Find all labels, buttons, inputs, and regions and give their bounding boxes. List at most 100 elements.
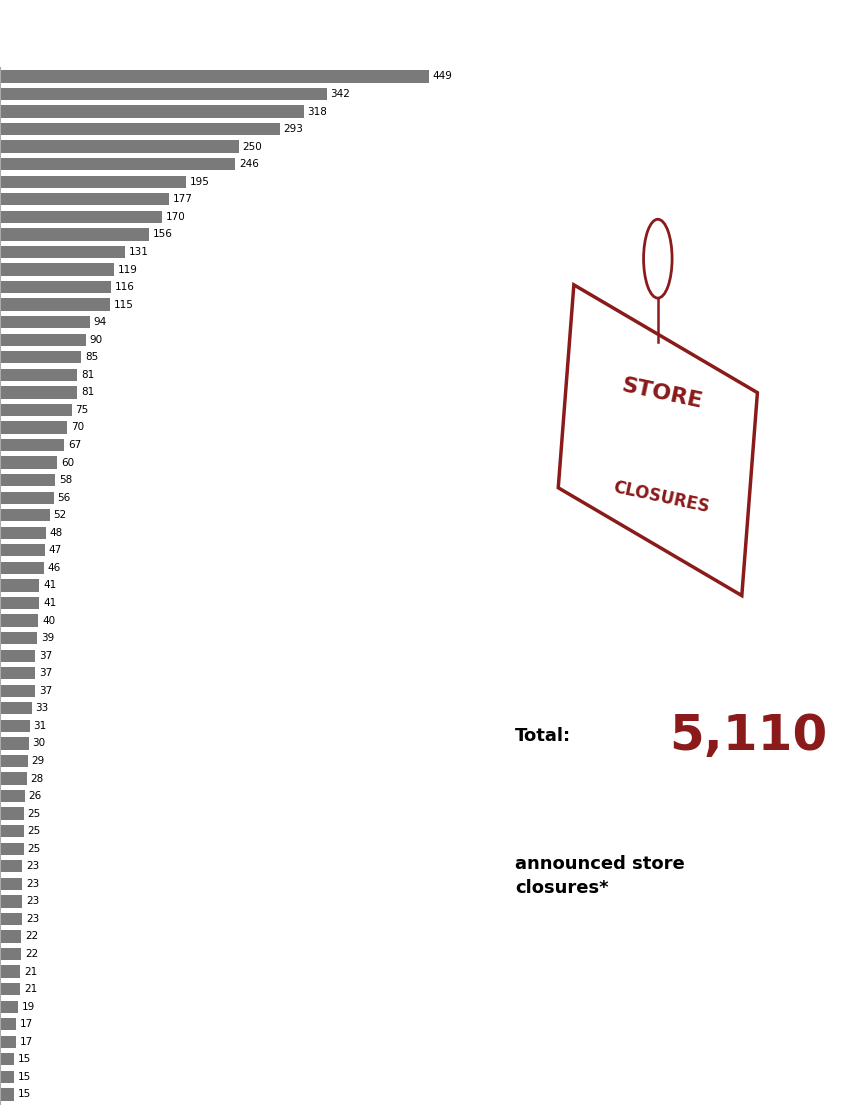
Bar: [0, 843, 24, 855]
Text: 131: 131: [129, 247, 149, 257]
Text: 37: 37: [39, 651, 52, 661]
Bar: [0, 790, 25, 802]
Bar: [0, 1071, 14, 1083]
Text: 70: 70: [71, 423, 83, 433]
Bar: [0, 544, 45, 556]
Bar: [0, 1035, 16, 1048]
Bar: [0, 439, 64, 451]
Text: 39: 39: [41, 633, 55, 643]
Text: 37: 37: [39, 686, 52, 696]
Bar: [0, 158, 235, 170]
Text: 31: 31: [33, 721, 47, 731]
Text: 15: 15: [18, 1090, 32, 1100]
Bar: [0, 474, 55, 486]
Text: announced store
closures*: announced store closures*: [515, 855, 684, 897]
Bar: [0, 422, 66, 434]
Text: 28: 28: [31, 774, 43, 784]
Text: 33: 33: [35, 703, 49, 713]
Text: 342: 342: [331, 89, 350, 99]
Text: 119: 119: [118, 265, 137, 275]
Bar: [0, 562, 44, 574]
Text: 195: 195: [190, 177, 210, 187]
Bar: [0, 860, 22, 873]
Text: STORE: STORE: [619, 375, 703, 412]
Bar: [0, 913, 22, 925]
Bar: [0, 140, 239, 152]
Text: 246: 246: [239, 159, 258, 169]
Text: CLOSURES: CLOSURES: [611, 479, 711, 516]
Text: 22: 22: [25, 949, 38, 959]
Bar: [0, 210, 162, 223]
Bar: [0, 1018, 16, 1031]
Text: 17: 17: [20, 1037, 33, 1047]
Bar: [0, 1001, 18, 1013]
Bar: [0, 1053, 14, 1065]
Bar: [0, 264, 113, 276]
Text: 58: 58: [59, 475, 72, 485]
Bar: [0, 650, 35, 662]
Bar: [0, 509, 49, 521]
Bar: [0, 684, 35, 697]
Text: 21: 21: [24, 984, 37, 994]
Bar: [0, 228, 149, 240]
Bar: [0, 351, 81, 364]
Text: 90: 90: [89, 335, 103, 345]
Text: 81: 81: [81, 387, 95, 397]
Text: 318: 318: [308, 107, 327, 117]
Text: 23: 23: [26, 914, 39, 924]
Text: 21: 21: [24, 966, 37, 976]
Text: 23: 23: [26, 879, 39, 889]
Text: 52: 52: [54, 510, 66, 520]
Bar: [0, 334, 86, 346]
Text: 46: 46: [48, 563, 61, 573]
Text: 23: 23: [26, 896, 39, 906]
Text: 75: 75: [75, 405, 89, 415]
Bar: [0, 667, 35, 679]
Bar: [0, 122, 279, 136]
Text: 48: 48: [49, 528, 63, 538]
Bar: [0, 579, 39, 592]
Text: 5,110: 5,110: [668, 712, 826, 760]
Text: 25: 25: [27, 844, 41, 854]
Bar: [0, 720, 30, 732]
Bar: [0, 895, 22, 907]
Bar: [0, 632, 37, 644]
Text: 60: 60: [61, 457, 74, 467]
FancyBboxPatch shape: [557, 285, 757, 595]
Bar: [0, 825, 24, 837]
Bar: [0, 316, 89, 328]
Text: 115: 115: [113, 299, 134, 309]
Bar: [0, 930, 21, 943]
Bar: [0, 88, 326, 100]
Text: 449: 449: [432, 71, 452, 81]
Text: 41: 41: [43, 598, 56, 608]
Bar: [0, 965, 20, 977]
Text: 30: 30: [32, 738, 45, 748]
Bar: [0, 492, 54, 504]
Bar: [0, 298, 110, 311]
Text: 17: 17: [20, 1020, 33, 1030]
Bar: [0, 755, 27, 767]
Bar: [0, 597, 39, 609]
Text: 170: 170: [166, 211, 186, 221]
Bar: [0, 948, 21, 961]
Bar: [0, 526, 46, 539]
Bar: [0, 194, 169, 206]
Bar: [0, 983, 20, 995]
Bar: [0, 368, 78, 381]
Text: 23: 23: [26, 861, 39, 871]
Text: 116: 116: [114, 282, 135, 292]
Text: 19: 19: [22, 1002, 35, 1012]
Text: 37: 37: [39, 668, 52, 678]
Text: 177: 177: [173, 195, 193, 205]
Text: 156: 156: [153, 229, 173, 239]
Text: 56: 56: [57, 493, 71, 503]
Bar: [0, 456, 57, 469]
Bar: [0, 176, 186, 188]
Bar: [0, 404, 72, 416]
Text: 25: 25: [27, 826, 41, 836]
Bar: [0, 70, 429, 82]
Bar: [0, 1089, 14, 1101]
Text: 22: 22: [25, 932, 38, 942]
Bar: [0, 772, 26, 785]
